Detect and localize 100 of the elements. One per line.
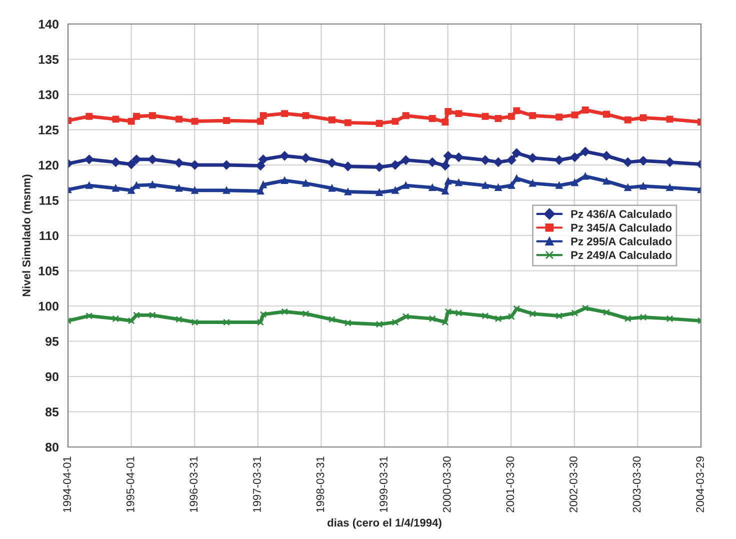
- point: [402, 112, 410, 120]
- y-tick-label: 115: [40, 196, 59, 205]
- point: [580, 146, 590, 156]
- point: [133, 312, 140, 319]
- y-tick-label: 100: [38, 302, 58, 311]
- point: [257, 188, 264, 195]
- point: [281, 308, 288, 316]
- point: [148, 112, 156, 120]
- point: [281, 177, 288, 184]
- point: [623, 158, 632, 167]
- point: [508, 112, 515, 120]
- point: [128, 118, 135, 125]
- point: [506, 155, 516, 165]
- point: [301, 153, 310, 163]
- x-tick-label: 2003-03-30: [632, 456, 641, 512]
- point: [624, 116, 632, 124]
- x-axis-title: dias (cero el 1/4/1994): [328, 518, 442, 529]
- point: [260, 181, 267, 188]
- legend-label: Pz 436/A Calculado: [571, 210, 672, 218]
- point: [126, 160, 136, 169]
- point: [328, 316, 336, 323]
- point: [401, 155, 410, 165]
- point: [494, 158, 503, 167]
- point: [556, 114, 563, 121]
- point: [455, 179, 462, 186]
- point: [529, 180, 536, 187]
- point: [494, 315, 502, 322]
- point: [376, 120, 383, 127]
- point: [258, 154, 268, 164]
- point: [112, 116, 120, 123]
- point: [132, 154, 142, 164]
- point: [327, 158, 337, 168]
- point: [666, 315, 674, 322]
- point: [640, 182, 647, 190]
- point: [482, 182, 489, 189]
- x-tick-label: 2000-03-30: [442, 456, 451, 512]
- x-tick-label: 1995-04-01: [126, 456, 134, 512]
- point: [280, 151, 290, 160]
- point: [392, 318, 399, 326]
- point: [302, 310, 310, 318]
- point: [444, 178, 452, 185]
- y-tick-label: 130: [38, 90, 58, 100]
- point: [191, 318, 198, 326]
- point: [223, 318, 230, 326]
- point: [602, 151, 612, 160]
- point: [376, 320, 383, 328]
- point: [390, 160, 400, 170]
- point: [112, 184, 120, 192]
- point: [508, 313, 515, 320]
- point: [442, 318, 449, 326]
- point: [444, 151, 453, 160]
- point: [570, 152, 580, 162]
- y-tick-label: 95: [46, 337, 59, 346]
- point: [343, 162, 353, 172]
- y-tick-label: 125: [38, 126, 59, 134]
- point: [223, 186, 230, 194]
- legend-label: Pz 295/A Calculado: [571, 237, 672, 246]
- y-tick-label: 80: [45, 442, 58, 452]
- point: [112, 315, 120, 322]
- x-tick-label: 1999-03-31: [380, 456, 388, 512]
- x-tick-label: 1997-03-31: [253, 456, 261, 512]
- line-series: [68, 304, 701, 328]
- point: [86, 112, 93, 120]
- point: [344, 188, 352, 196]
- point: [148, 312, 156, 319]
- point: [176, 184, 182, 192]
- x-tick-label: 1994-04-01: [63, 456, 71, 512]
- legend-label: Pz 249/A Calculado: [571, 250, 672, 260]
- point: [86, 312, 93, 320]
- point: [128, 317, 135, 324]
- point: [84, 154, 94, 164]
- point: [148, 154, 158, 164]
- point: [256, 161, 266, 170]
- point: [640, 114, 647, 122]
- legend-label: Pz 345/A Calculado: [571, 223, 672, 232]
- point: [111, 158, 120, 167]
- y-tick-label: 110: [40, 231, 58, 240]
- point: [482, 312, 489, 320]
- point: [444, 308, 452, 316]
- point: [512, 148, 522, 158]
- x-tick-label: 2001-03-30: [506, 456, 514, 512]
- point: [638, 156, 648, 166]
- y-tick-label: 135: [38, 55, 59, 64]
- point: [440, 161, 450, 170]
- y-tick-label: 90: [46, 372, 58, 382]
- y-tick-label: 120: [38, 160, 58, 170]
- point: [529, 112, 536, 120]
- point: [442, 118, 449, 126]
- point: [428, 315, 436, 322]
- point: [176, 116, 182, 123]
- point: [603, 178, 610, 185]
- point: [428, 114, 436, 122]
- point: [508, 182, 515, 189]
- point: [176, 316, 182, 323]
- point: [556, 312, 563, 320]
- y-axis-title: Nivel Simulado (msnm): [22, 174, 33, 296]
- line-series: [68, 172, 701, 196]
- point: [257, 118, 264, 125]
- point: [582, 172, 589, 180]
- point: [666, 116, 674, 123]
